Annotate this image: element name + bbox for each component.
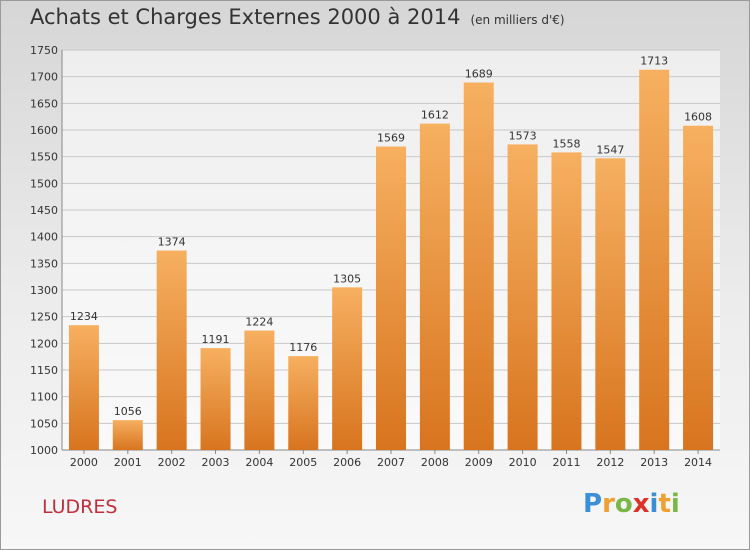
x-tick-label: 2003 (202, 456, 230, 469)
data-label: 1176 (289, 341, 317, 354)
chart-title: Achats et Charges Externes 2000 à 2014 (e… (30, 5, 565, 29)
logo-letter: i (670, 489, 680, 519)
x-tick-label: 2013 (640, 456, 668, 469)
bar (507, 144, 538, 450)
y-tick-label: 1650 (30, 97, 58, 110)
y-tick-label: 1750 (30, 44, 58, 57)
bar (200, 348, 231, 450)
bar (156, 250, 187, 450)
data-label: 1573 (509, 129, 537, 142)
data-label: 1374 (158, 236, 186, 249)
y-tick-label: 1450 (30, 204, 58, 217)
bar (244, 330, 275, 450)
proxiti-logo: Proxiti (583, 489, 680, 519)
y-tick-label: 1050 (30, 417, 58, 430)
y-tick-label: 1550 (30, 151, 58, 164)
y-tick-label: 1300 (30, 284, 58, 297)
data-label: 1191 (202, 333, 230, 346)
bar (376, 146, 406, 451)
x-tick-label: 2005 (289, 456, 317, 469)
bar (419, 123, 450, 450)
y-tick-label: 1150 (30, 364, 58, 377)
data-label: 1569 (377, 132, 405, 145)
data-label: 1612 (421, 109, 449, 122)
y-tick-label: 1250 (30, 311, 58, 324)
data-label: 1713 (640, 55, 668, 68)
logo-letter: t (658, 489, 671, 519)
y-tick-label: 1200 (30, 337, 58, 350)
y-tick-label: 1700 (30, 71, 58, 84)
bar (551, 152, 582, 450)
y-tick-label: 1000 (30, 444, 58, 457)
y-tick-label: 1500 (30, 177, 58, 190)
bar (595, 158, 626, 450)
data-label: 1547 (596, 143, 624, 156)
x-tick-label: 2000 (70, 456, 98, 469)
logo-letter: i (649, 489, 659, 519)
x-tick-label: 2009 (465, 456, 493, 469)
x-tick-label: 2012 (596, 456, 624, 469)
x-tick-label: 2008 (421, 456, 449, 469)
bar (639, 69, 670, 450)
y-tick-label: 1600 (30, 124, 58, 137)
x-tick-label: 2014 (684, 456, 712, 469)
place-name: LUDRES (42, 496, 118, 518)
bar (332, 287, 363, 450)
bar (288, 356, 319, 450)
data-label: 1558 (552, 137, 580, 150)
x-tick-label: 2006 (333, 456, 361, 469)
y-tick-label: 1100 (30, 391, 58, 404)
data-label: 1305 (333, 272, 361, 285)
logo-letter: x (632, 489, 650, 519)
x-tick-label: 2010 (509, 456, 537, 469)
x-tick-label: 2007 (377, 456, 405, 469)
logo-letter: o (614, 489, 633, 519)
logo-letter: r (602, 489, 615, 519)
logo-letter: P (583, 489, 603, 519)
data-label: 1224 (245, 316, 273, 329)
data-label: 1056 (114, 405, 142, 418)
data-label: 1608 (684, 111, 712, 124)
data-label: 1689 (465, 68, 493, 81)
x-tick-label: 2001 (114, 456, 142, 469)
data-label: 1234 (70, 310, 98, 323)
bar (463, 82, 494, 451)
bar (112, 420, 143, 450)
bar (68, 325, 99, 450)
bar (683, 125, 714, 450)
x-tick-label: 2011 (552, 456, 580, 469)
x-tick-label: 2002 (158, 456, 186, 469)
y-tick-label: 1400 (30, 231, 58, 244)
unit-text: (en milliers d'€) (470, 13, 565, 27)
y-tick-label: 1350 (30, 257, 58, 270)
x-tick-label: 2004 (245, 456, 273, 469)
title-text: Achats et Charges Externes 2000 à 2014 (30, 5, 461, 29)
